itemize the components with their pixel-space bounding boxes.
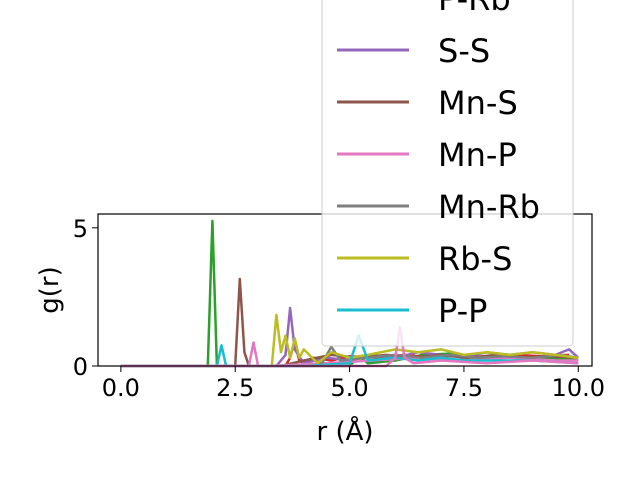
legend-label-mn-s: Mn-S [438, 84, 518, 122]
legend: P-Rb S-S Mn-S Mn-P Mn-Rb Rb-S P-P [321, 0, 574, 347]
x-tick-label: 7.5 [445, 374, 483, 402]
x-axis: 0.0 2.5 5.0 7.5 10.0 [102, 366, 605, 402]
x-tick-label: 5.0 [330, 374, 368, 402]
x-tick-label: 0.0 [102, 374, 140, 402]
legend-label-p-rb: P-Rb [438, 0, 511, 18]
y-axis-label: g(r) [35, 266, 65, 313]
y-tick-label: 5 [73, 215, 88, 243]
legend-label-rb-s: Rb-S [438, 240, 512, 278]
legend-label-mn-p: Mn-P [438, 136, 517, 174]
x-tick-label: 10.0 [552, 374, 605, 402]
series-line-unlabeled-8 [120, 326, 579, 368]
series-line-p-p [120, 334, 579, 368]
series-line-rb-s [120, 313, 579, 368]
x-tick-label: 2.5 [216, 374, 254, 402]
series-line-mn-rb [120, 345, 579, 368]
legend-label-mn-rb: Mn-Rb [438, 188, 540, 226]
y-axis: 05 [73, 215, 98, 381]
legend-label-p-p: P-P [438, 292, 487, 330]
x-axis-label: r (Å) [316, 415, 373, 447]
plot-lines [120, 219, 580, 368]
legend-label-s-s: S-S [438, 32, 490, 70]
y-tick-label: 0 [73, 353, 88, 381]
